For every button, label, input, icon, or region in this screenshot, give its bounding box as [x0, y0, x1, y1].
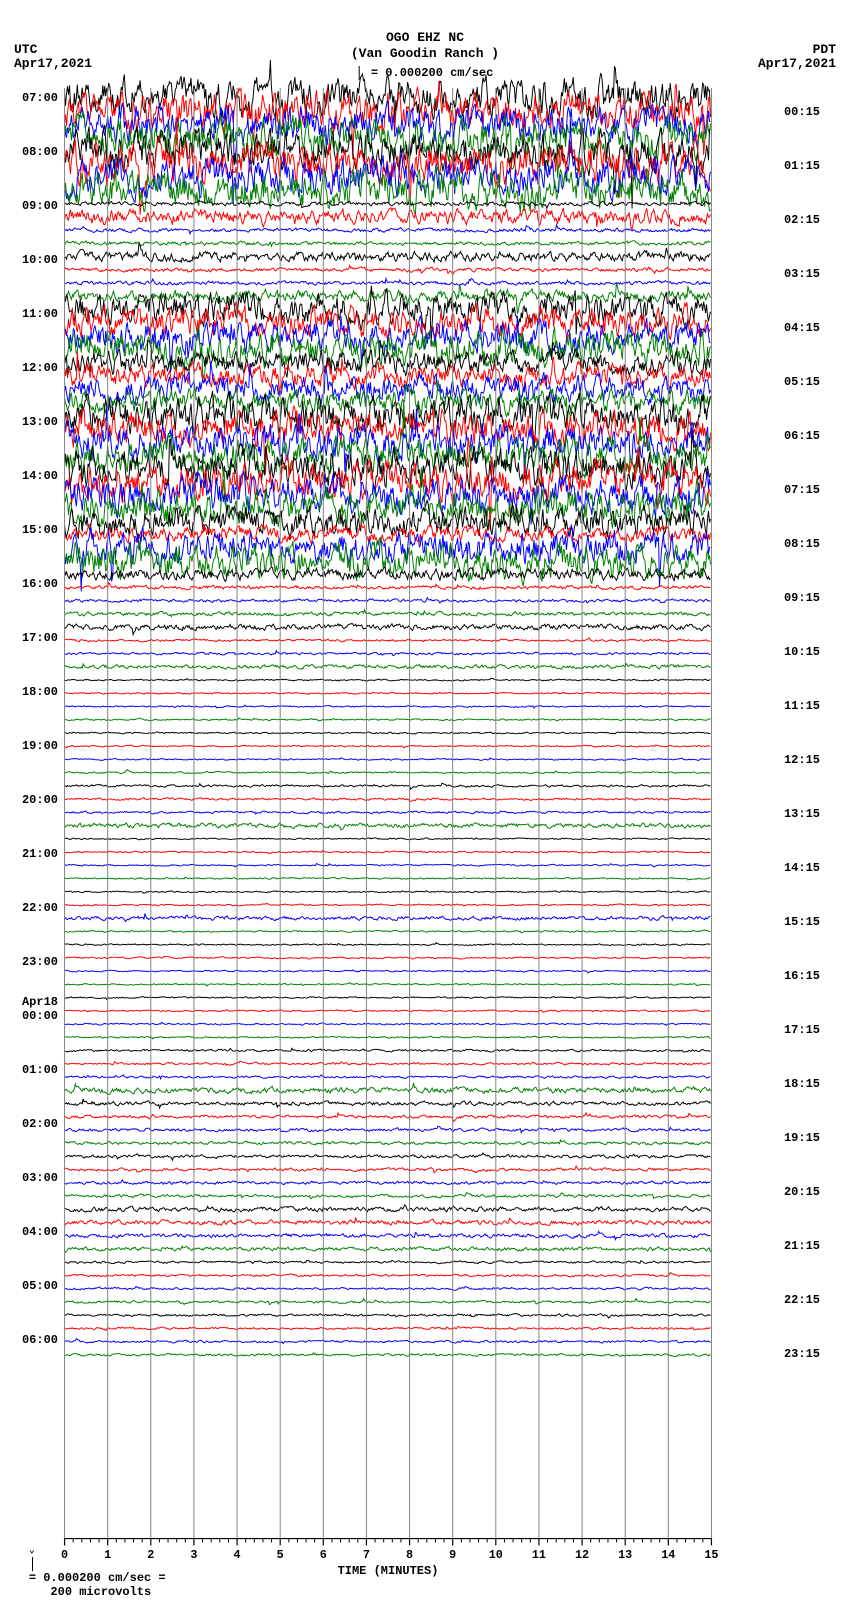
right-time-label: 05:15	[784, 375, 820, 389]
scale-bar-icon	[359, 66, 360, 80]
right-time-label: 23:15	[784, 1347, 820, 1361]
right-time-label: 12:15	[784, 753, 820, 767]
right-time-label: 07:15	[784, 483, 820, 497]
left-time-label: 08:00	[22, 145, 58, 159]
left-time-label: 20:00	[22, 793, 58, 807]
x-tick-label: 11	[532, 1548, 546, 1562]
right-date-label: Apr17,2021	[758, 56, 836, 71]
helicorder-plot: 0123456789101112131415	[58, 88, 718, 1568]
right-time-label: 03:15	[784, 267, 820, 281]
right-time-label: 17:15	[784, 1023, 820, 1037]
x-tick-label: 15	[704, 1548, 718, 1562]
right-time-label: 19:15	[784, 1131, 820, 1145]
footer-sub-icon: ⌄	[29, 1546, 35, 1557]
right-time-label: 01:15	[784, 159, 820, 173]
left-timezone-label: UTC	[14, 42, 37, 57]
x-tick-label: 9	[449, 1548, 456, 1562]
left-time-label: 11:00	[22, 307, 58, 321]
left-time-label: 18:00	[22, 685, 58, 699]
footer-text-right: 200 microvolts	[29, 1585, 151, 1599]
right-time-label: 06:15	[784, 429, 820, 443]
station-subtitle: (Van Goodin Ranch )	[0, 46, 850, 61]
left-time-label: 03:00	[22, 1171, 58, 1185]
left-time-label: 02:00	[22, 1117, 58, 1131]
footer-text-left: = 0.000200 cm/sec =	[29, 1571, 166, 1585]
station-title: OGO EHZ NC	[0, 30, 850, 45]
right-time-label: 21:15	[784, 1239, 820, 1253]
right-time-label: 04:15	[784, 321, 820, 335]
left-time-label: 04:00	[22, 1225, 58, 1239]
x-tick-label: 13	[618, 1548, 632, 1562]
x-tick-label: 10	[489, 1548, 503, 1562]
right-time-label: 20:15	[784, 1185, 820, 1199]
left-time-label: 07:00	[22, 91, 58, 105]
left-time-label: 22:00	[22, 901, 58, 915]
right-time-label: 09:15	[784, 591, 820, 605]
x-tick-label: 14	[661, 1548, 675, 1562]
x-tick-label: 5	[277, 1548, 284, 1562]
left-time-label: 10:00	[22, 253, 58, 267]
x-tick-label: 4	[234, 1548, 241, 1562]
right-time-label: 13:15	[784, 807, 820, 821]
left-time-label: 21:00	[22, 847, 58, 861]
x-tick-label: 6	[320, 1548, 327, 1562]
left-time-label: Apr18	[22, 995, 58, 1009]
x-tick-label: 3	[190, 1548, 197, 1562]
left-time-label: 00:00	[22, 1009, 58, 1023]
right-timezone-label: PDT	[813, 42, 836, 57]
left-time-label: 23:00	[22, 955, 58, 969]
left-time-label: 05:00	[22, 1279, 58, 1293]
left-time-label: 14:00	[22, 469, 58, 483]
left-time-label: 16:00	[22, 577, 58, 591]
left-time-label: 12:00	[22, 361, 58, 375]
left-time-label: 17:00	[22, 631, 58, 645]
left-time-label: 06:00	[22, 1333, 58, 1347]
right-time-label: 18:15	[784, 1077, 820, 1091]
left-time-label: 13:00	[22, 415, 58, 429]
footer-scale: ⌄ = 0.000200 cm/sec = 200 microvolts	[0, 1525, 166, 1613]
right-time-label: 15:15	[784, 915, 820, 929]
right-time-label: 00:15	[784, 105, 820, 119]
x-tick-label: 12	[575, 1548, 589, 1562]
right-time-label: 10:15	[784, 645, 820, 659]
x-tick-label: 7	[363, 1548, 370, 1562]
left-time-label: 19:00	[22, 739, 58, 753]
right-time-label: 08:15	[784, 537, 820, 551]
left-time-label: 15:00	[22, 523, 58, 537]
footer-bar-icon	[32, 1557, 33, 1571]
right-time-label: 14:15	[784, 861, 820, 875]
right-time-label: 02:15	[784, 213, 820, 227]
right-time-label: 16:15	[784, 969, 820, 983]
x-tick-label: 8	[406, 1548, 413, 1562]
left-time-label: 01:00	[22, 1063, 58, 1077]
scale-text: = 0.000200 cm/sec	[371, 66, 493, 80]
left-date-label: Apr17,2021	[14, 56, 92, 71]
scale-indicator: = 0.000200 cm/sec	[357, 66, 494, 80]
right-time-label: 11:15	[784, 699, 820, 713]
right-time-label: 22:15	[784, 1293, 820, 1307]
left-time-label: 09:00	[22, 199, 58, 213]
seismogram-wrapper: OGO EHZ NC (Van Goodin Ranch ) = 0.00020…	[0, 0, 850, 1613]
